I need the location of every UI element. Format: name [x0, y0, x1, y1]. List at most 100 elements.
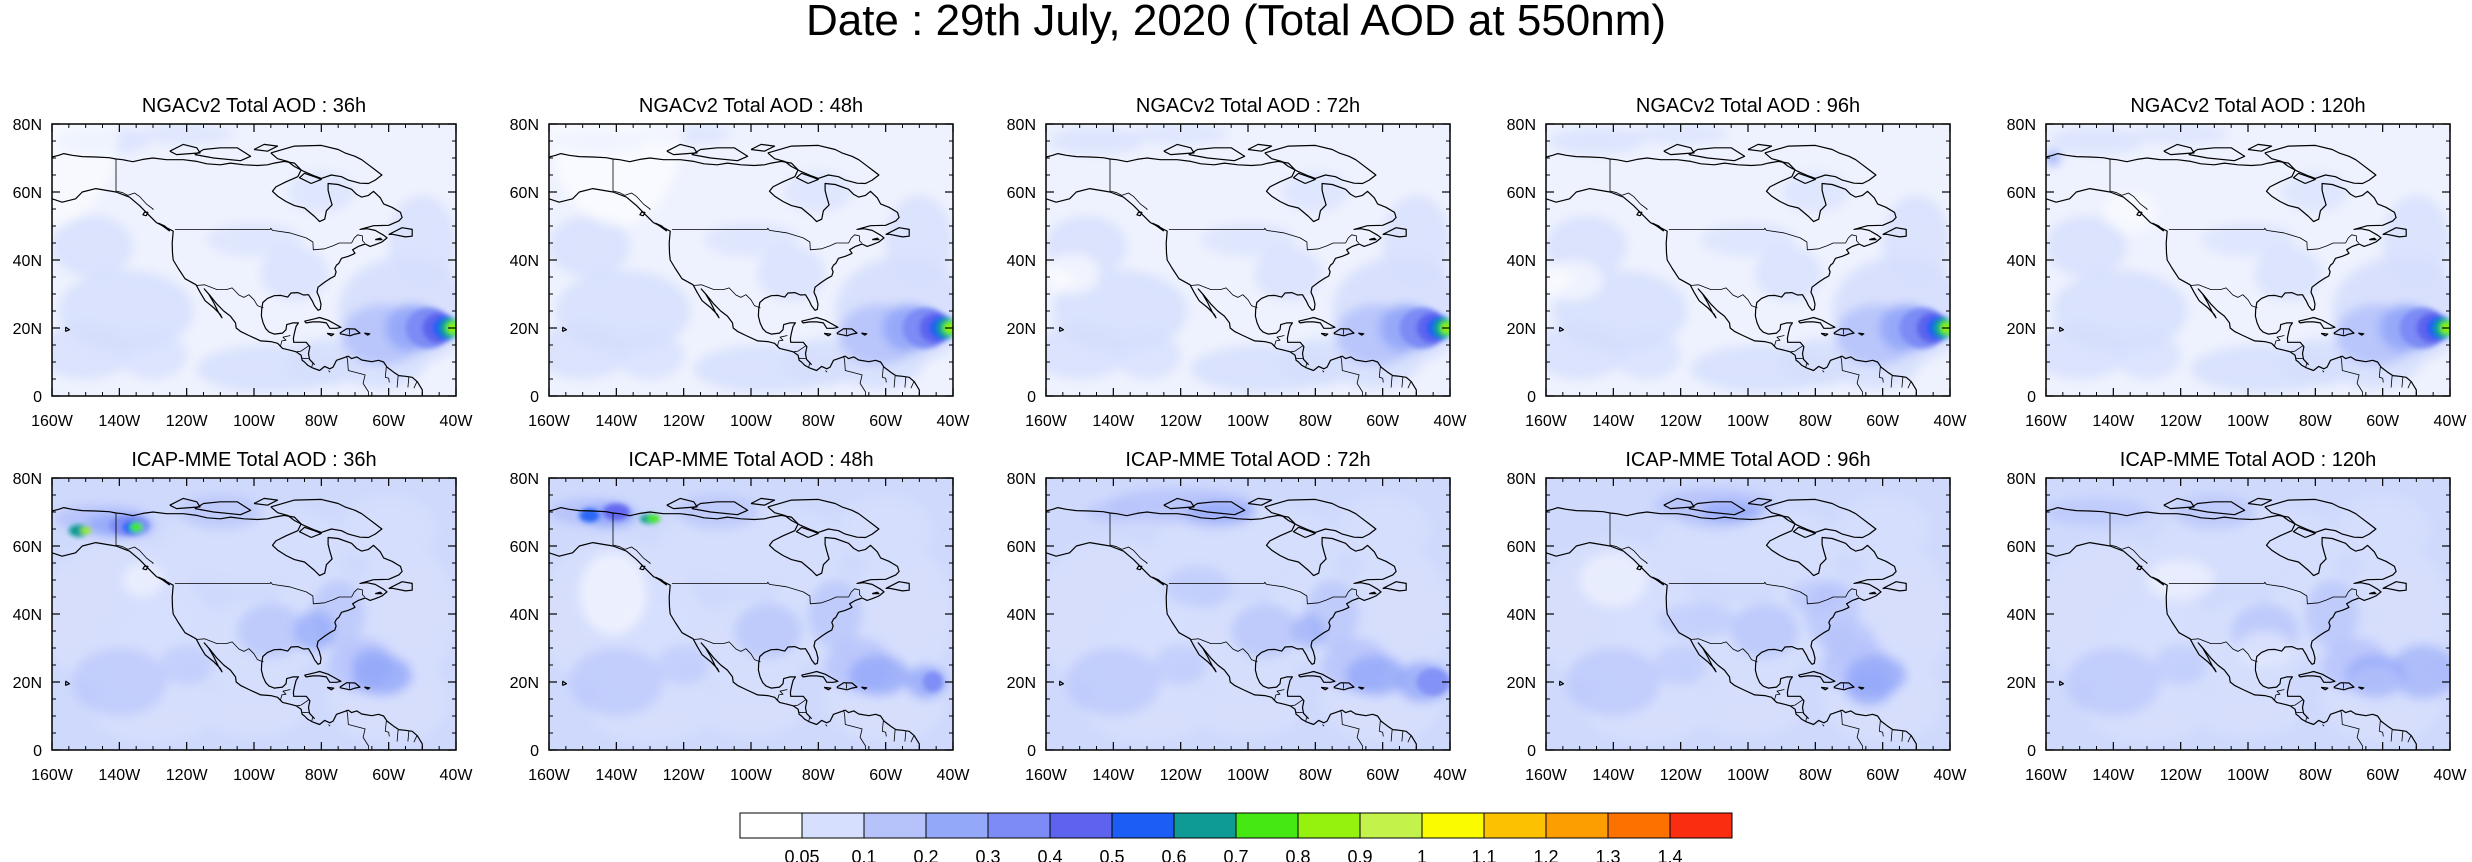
lon-tick-label: 60W	[869, 767, 903, 784]
border	[174, 227, 366, 251]
lon-tick-label: 40W	[937, 413, 971, 430]
lon-tick-label: 120W	[1160, 413, 1203, 430]
colorbar-swatch	[1607, 812, 1671, 839]
coastline	[1358, 332, 1365, 336]
coastline	[1320, 686, 1329, 691]
coastline	[339, 328, 361, 337]
aod-field	[549, 478, 953, 750]
border	[1322, 724, 1325, 727]
lon-tick-label: 120W	[1660, 413, 1703, 430]
panel-title: ICAP-MME Total AOD : 36h	[131, 449, 376, 471]
lon-tick-label: 140W	[1592, 767, 1635, 784]
border	[1890, 375, 1893, 388]
coastline	[1247, 497, 1273, 506]
lat-tick-label: 80N	[13, 117, 42, 134]
lon-tick-label: 160W	[2025, 767, 2068, 784]
border	[1273, 689, 1285, 701]
colorbar-swatch	[1049, 812, 1113, 839]
border	[296, 698, 310, 707]
border	[2290, 344, 2304, 353]
map-outlines	[1046, 497, 1417, 750]
lon-tick-label: 160W	[31, 413, 74, 430]
coastline	[639, 565, 646, 571]
panel-title: NGACv2 Total AOD : 48h	[639, 95, 863, 117]
colorbar-swatch	[987, 812, 1051, 839]
map-outlines	[1546, 143, 1917, 396]
coastline	[549, 153, 900, 366]
lat-tick-label: 0	[1527, 389, 1536, 406]
border	[693, 284, 761, 309]
border	[1690, 284, 1758, 309]
coastline	[1869, 237, 1877, 241]
border	[174, 581, 366, 605]
panel-title: ICAP-MME Total AOD : 96h	[1625, 449, 1870, 471]
coastline	[1152, 222, 1165, 232]
coastline	[1382, 581, 1407, 592]
lon-tick-label: 160W	[1525, 413, 1568, 430]
lat-tick-label: 60N	[2007, 539, 2036, 556]
border	[2322, 724, 2325, 727]
border	[1907, 381, 1912, 389]
map-outlines	[549, 143, 920, 396]
colorbar-label: 0.9	[1347, 847, 1372, 862]
coastline	[1882, 581, 1907, 592]
coastline	[1298, 670, 1336, 683]
border	[2273, 335, 2285, 347]
border	[1790, 344, 1804, 353]
lat-tick-label: 60N	[2007, 185, 2036, 202]
coastline	[2163, 143, 2195, 156]
lat-tick-label: 80N	[1007, 471, 1036, 488]
lon-tick-label: 100W	[1727, 413, 1770, 430]
colorbar-label: 1.3	[1595, 847, 1620, 862]
border	[2390, 375, 2393, 388]
lon-tick-label: 80W	[802, 413, 836, 430]
panel-title: NGACv2 Total AOD : 96h	[1636, 95, 1860, 117]
coastline	[823, 686, 832, 691]
border	[1401, 730, 1404, 742]
coastline	[861, 686, 868, 690]
coastline	[1046, 542, 1417, 750]
coastline	[2152, 222, 2165, 232]
lon-tick-label: 100W	[233, 413, 276, 430]
coastline	[1798, 670, 1836, 683]
border	[893, 375, 896, 388]
coastline	[872, 237, 880, 241]
border	[1340, 709, 1363, 750]
border	[1878, 721, 1884, 737]
colorbar-swatch	[1545, 812, 1609, 839]
lat-tick-label: 60N	[1507, 185, 1536, 202]
lon-tick-label: 80W	[2299, 413, 2333, 430]
colorbar-label: 1	[1417, 847, 1427, 862]
coastline	[52, 153, 403, 366]
border	[1401, 376, 1404, 388]
panel-title: ICAP-MME Total AOD : 72h	[1125, 449, 1370, 471]
coastline	[750, 497, 776, 506]
map-panel: ICAP-MME Total AOD : 96h 160W 140W 120W 100W…	[1507, 449, 1968, 784]
border	[2190, 284, 2258, 309]
coastline	[1136, 211, 1143, 217]
lat-tick-label: 60N	[510, 185, 539, 202]
coastline	[2320, 332, 2329, 337]
coastline	[1558, 326, 1565, 332]
colorbar-label: 0.1	[851, 847, 876, 862]
border	[1305, 717, 1307, 723]
colorbar-label: 0.8	[1285, 847, 1310, 862]
lon-tick-label: 80W	[802, 767, 836, 784]
coastline	[1264, 498, 1377, 539]
lat-tick-label: 20N	[13, 675, 42, 692]
coastline	[872, 591, 880, 595]
coastline	[298, 526, 322, 539]
coastline	[388, 581, 413, 592]
lon-tick-label: 140W	[595, 413, 638, 430]
coastline	[1333, 328, 1355, 337]
lat-tick-label: 80N	[13, 471, 42, 488]
lat-tick-label: 80N	[510, 471, 539, 488]
coastline	[1747, 497, 1773, 506]
coastline	[1247, 143, 1273, 152]
coastline	[2247, 143, 2273, 152]
colorbar-swatch	[1173, 812, 1237, 839]
lat-tick-label: 0	[530, 389, 539, 406]
coastline	[1764, 498, 1877, 539]
coastline	[1292, 526, 1316, 539]
